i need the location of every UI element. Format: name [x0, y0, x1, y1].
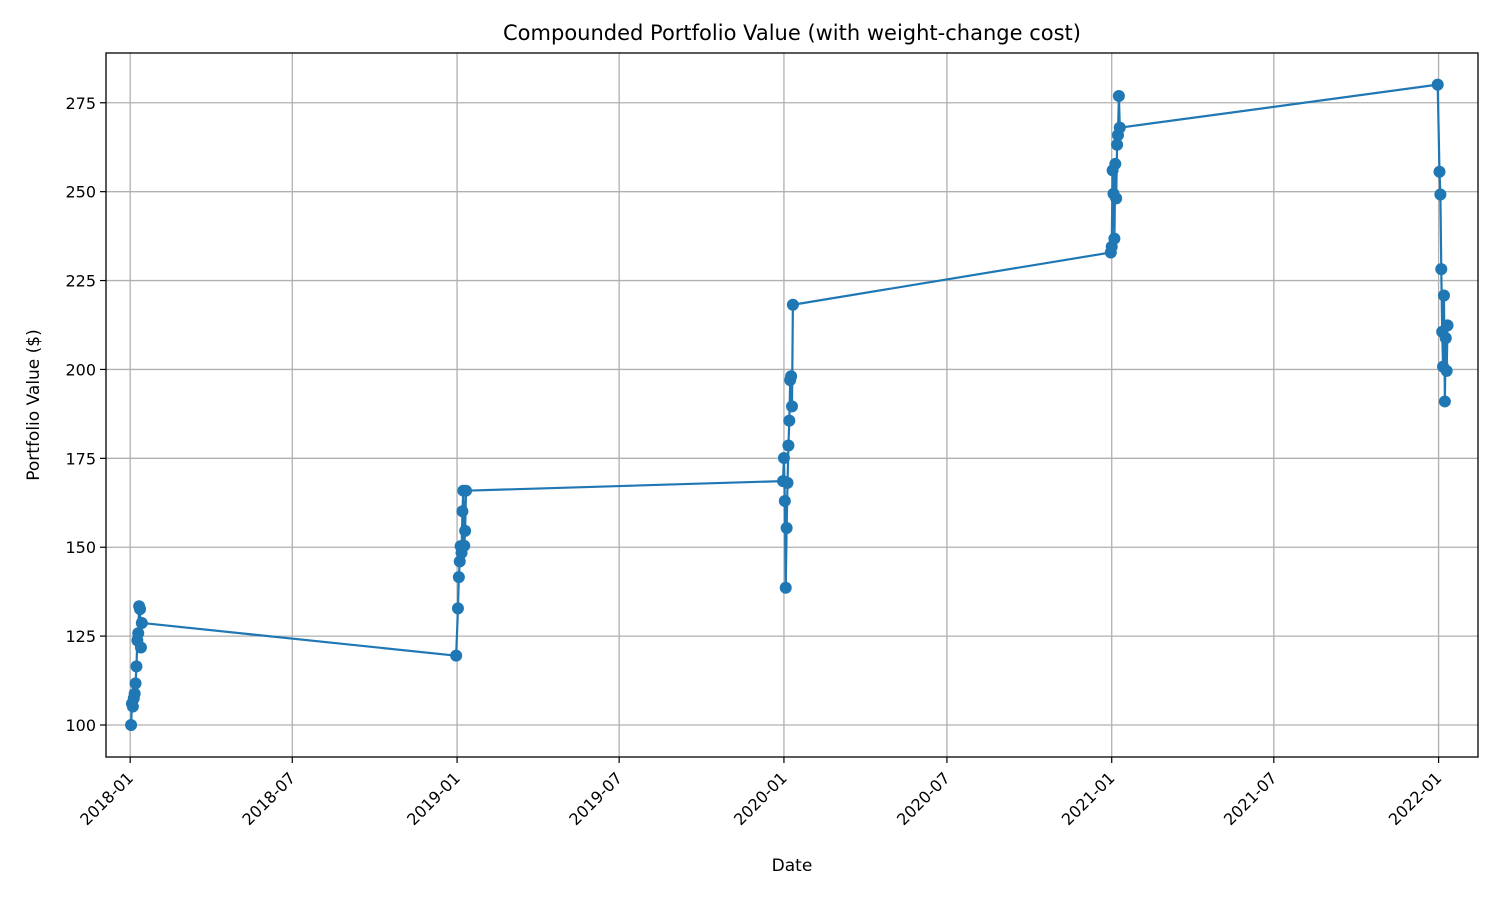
data-point: [130, 660, 143, 673]
data-point: [777, 451, 790, 464]
data-point: [450, 649, 463, 662]
plot-frame: [105, 52, 1479, 758]
data-point: [781, 476, 794, 489]
data-point: [125, 719, 138, 731]
x-axis-ticks: 2018-01 2018-07 2019-01 2019-07 2020-01 2020-…: [76, 757, 1445, 829]
data-point: [456, 505, 469, 518]
data-point: [1441, 319, 1454, 332]
data-point: [778, 495, 791, 507]
y-tick-label: 200: [65, 360, 96, 379]
data-point: [1113, 121, 1126, 134]
data-point: [134, 641, 147, 654]
x-tick-label: 2020-01: [730, 768, 791, 829]
data-point: [780, 522, 793, 535]
data-point: [1109, 157, 1122, 170]
y-axis-label: Portfolio Value ($): [24, 329, 44, 481]
data-point: [128, 687, 141, 700]
y-tick-label: 250: [65, 183, 96, 202]
data-point: [460, 484, 473, 497]
data-point: [1435, 263, 1448, 276]
y-axis-ticks: 100 125 150 175 200 225 250 275: [65, 94, 106, 735]
data-point: [451, 602, 464, 615]
x-tick-label: 2020-07: [893, 768, 954, 829]
data-point: [1440, 364, 1453, 377]
data-point: [459, 524, 472, 537]
x-tick-label: 2018-01: [76, 768, 137, 829]
y-tick-label: 175: [65, 449, 96, 468]
data-point: [1438, 395, 1451, 408]
x-tick-label: 2019-01: [403, 768, 464, 829]
series-markers: [125, 78, 1454, 731]
data-point: [779, 581, 792, 594]
data-point: [1433, 165, 1446, 178]
data-point: [132, 627, 145, 640]
y-tick-label: 150: [65, 538, 96, 557]
y-tick-label: 275: [65, 94, 96, 113]
data-point: [134, 603, 147, 616]
y-tick-label: 100: [65, 716, 96, 735]
data-point: [1439, 332, 1452, 345]
data-point: [786, 400, 798, 413]
data-point: [1111, 138, 1124, 151]
data-point: [1112, 90, 1125, 103]
data-point: [452, 571, 465, 584]
y-tick-label: 225: [65, 272, 96, 291]
x-tick-label: 2022-01: [1385, 768, 1446, 829]
x-tick-label: 2021-01: [1058, 768, 1119, 829]
data-point: [1108, 232, 1121, 245]
x-axis-label: Date: [772, 856, 813, 876]
data-point: [135, 616, 148, 629]
data-point: [783, 414, 796, 427]
data-point: [1110, 192, 1123, 205]
y-tick-label: 125: [65, 627, 96, 646]
data-point: [458, 539, 471, 552]
data-point: [786, 298, 799, 311]
x-tick-label: 2018-07: [238, 768, 299, 829]
x-tick-label: 2019-07: [565, 768, 626, 829]
data-point: [782, 439, 795, 452]
data-point: [129, 677, 142, 690]
data-point: [1437, 289, 1450, 302]
data-point: [1431, 78, 1444, 91]
chart-title: Compounded Portfolio Value (with weight-…: [503, 21, 1081, 45]
data-point: [1434, 188, 1447, 201]
data-point: [785, 370, 798, 383]
x-tick-label: 2021-07: [1220, 768, 1281, 829]
